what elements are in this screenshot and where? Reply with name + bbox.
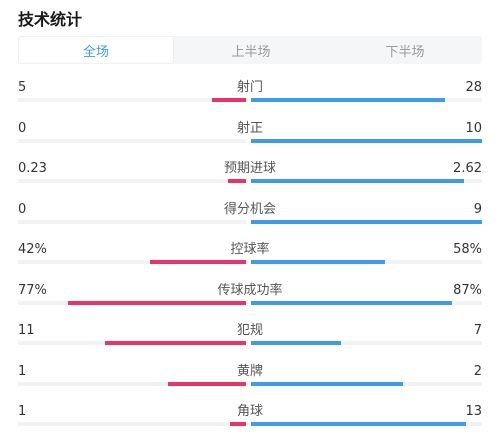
home-track xyxy=(18,260,246,264)
stat-name: 黄牌 xyxy=(236,363,263,379)
away-track xyxy=(251,300,482,305)
away-bar xyxy=(251,179,464,183)
stat-name: 控球率 xyxy=(230,242,270,257)
home-bar xyxy=(168,381,246,386)
stat-row: 42% 控球率 58% xyxy=(0,238,500,279)
away-track xyxy=(251,260,482,264)
away-value: 9 xyxy=(473,201,482,217)
home-value: 42% xyxy=(18,242,47,257)
period-tabs: 全场 上半场 下半场 xyxy=(18,36,482,64)
home-track xyxy=(18,179,246,183)
stat-name: 得分机会 xyxy=(223,201,276,217)
home-track xyxy=(18,422,246,426)
away-bar xyxy=(251,219,482,224)
home-bar xyxy=(68,300,246,305)
away-bar xyxy=(251,260,385,264)
home-value: 77% xyxy=(18,282,47,298)
tab-full-match[interactable]: 全场 xyxy=(18,36,174,64)
away-value: 10 xyxy=(465,120,482,136)
away-track xyxy=(251,422,482,426)
away-track xyxy=(251,98,482,102)
home-bar xyxy=(230,422,246,426)
away-value: 87% xyxy=(453,282,482,298)
stat-row: 1 黄牌 2 xyxy=(0,360,500,401)
stat-name: 射门 xyxy=(236,80,263,95)
stat-row: 1 角球 13 xyxy=(0,400,500,440)
home-value: 11 xyxy=(18,323,35,338)
away-track xyxy=(251,381,482,386)
stat-name: 角球 xyxy=(236,404,263,419)
away-bar xyxy=(251,341,342,345)
home-bar xyxy=(104,341,246,345)
stat-row: 77% 传球成功率 87% xyxy=(0,279,500,320)
away-value: 28 xyxy=(465,80,482,95)
stat-name: 传球成功率 xyxy=(217,282,283,298)
away-bar xyxy=(251,138,482,143)
away-bar xyxy=(251,422,466,426)
stat-row: 0 得分机会 9 xyxy=(0,198,500,239)
home-value: 0.23 xyxy=(18,161,47,176)
home-value: 0 xyxy=(18,120,27,136)
home-track xyxy=(18,219,246,224)
away-value: 2.62 xyxy=(453,161,482,176)
home-value: 1 xyxy=(18,404,27,419)
stat-row: 0 射正 10 xyxy=(0,117,500,158)
home-value: 5 xyxy=(18,80,27,95)
away-value: 7 xyxy=(473,323,482,338)
away-track xyxy=(251,219,482,224)
home-value: 0 xyxy=(18,201,27,217)
stat-name: 犯规 xyxy=(236,323,263,338)
home-bar xyxy=(211,98,246,102)
away-track xyxy=(251,138,482,143)
away-bar xyxy=(251,300,452,305)
away-bar xyxy=(251,98,446,102)
stat-row: 11 犯规 7 xyxy=(0,319,500,360)
stat-row: 0.23 预期进球 2.62 xyxy=(0,157,500,198)
stat-row: 5 射门 28 xyxy=(0,76,500,117)
stats-list: 5 射门 28 0 射正 10 0.23 预期进球 2.62 0 得分机会 9 … xyxy=(0,76,500,440)
tab-second-half[interactable]: 下半场 xyxy=(385,44,425,60)
away-track xyxy=(251,179,482,183)
stat-name: 预期进球 xyxy=(223,161,276,176)
page-title: 技术统计 xyxy=(18,10,83,29)
home-track xyxy=(18,381,246,386)
away-value: 2 xyxy=(473,363,482,379)
home-value: 1 xyxy=(18,363,27,379)
home-track xyxy=(18,341,246,345)
home-track xyxy=(18,300,246,305)
home-track xyxy=(18,98,246,102)
away-value: 58% xyxy=(453,242,482,257)
tab-first-half[interactable]: 上半场 xyxy=(231,44,271,60)
home-track xyxy=(18,138,246,143)
away-track xyxy=(251,341,482,345)
home-bar xyxy=(227,179,246,183)
away-bar xyxy=(251,381,404,386)
away-value: 13 xyxy=(465,404,482,419)
stat-name: 射正 xyxy=(236,120,263,136)
home-bar xyxy=(150,260,246,264)
